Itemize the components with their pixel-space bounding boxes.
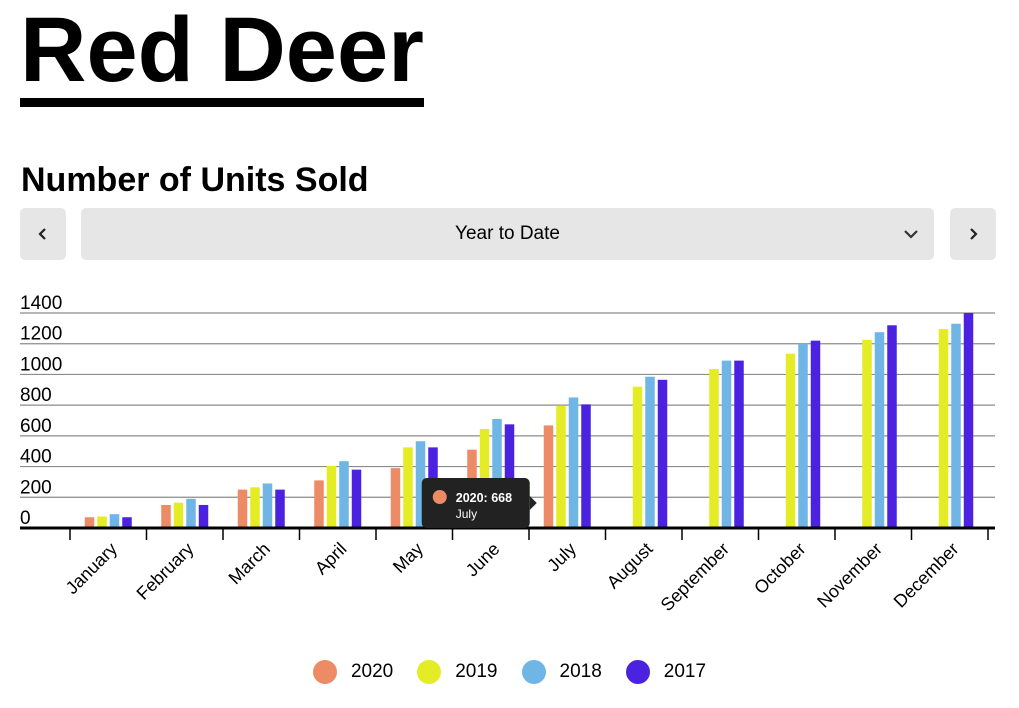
x-tick-label: February <box>133 539 198 604</box>
bar-2018-march <box>262 483 273 528</box>
tooltip-arrow <box>529 496 537 510</box>
bar-2018-may <box>415 441 426 528</box>
x-tick-label: October <box>750 539 809 598</box>
bar-2020-may <box>390 468 401 528</box>
tooltip-value: 2020: 668 <box>456 491 512 505</box>
bar-2017-march <box>275 489 285 528</box>
page-title: Red Deer <box>20 2 424 107</box>
legend-swatch-2018 <box>521 660 546 684</box>
bar-2019-july <box>556 405 566 528</box>
legend-label-2019: 2019 <box>455 661 498 682</box>
bar-2017-october <box>810 340 821 528</box>
bar-2019-april <box>326 465 337 528</box>
bar-2018-july <box>568 397 579 528</box>
bar-2020-july <box>543 425 554 528</box>
legend-label-2018: 2018 <box>559 661 602 682</box>
chart-legend: 2020 2019 2018 2017 <box>0 660 1019 684</box>
bar-2017-august <box>657 379 668 528</box>
bar-2020-february <box>161 504 171 528</box>
y-tick-label: 1200 <box>20 324 62 345</box>
bar-2019-may <box>403 447 413 528</box>
y-tick-label: 600 <box>20 416 52 437</box>
bar-2017-april <box>351 469 362 528</box>
bar-2019-february <box>173 502 184 528</box>
bar-2018-august <box>645 376 655 528</box>
page-title-text: Red Deer <box>20 2 424 107</box>
section-title: Number of Units Sold <box>21 161 369 199</box>
y-tick-label: 1000 <box>20 354 62 375</box>
bar-2017-february <box>198 504 209 528</box>
legend-item-2019[interactable]: 2019 <box>417 660 498 684</box>
bar-2017-september <box>734 360 744 528</box>
x-tick-label: June <box>462 539 504 581</box>
x-tick-label: January <box>62 539 121 598</box>
bar-2020-march <box>237 489 248 528</box>
x-tick-label: September <box>657 539 733 615</box>
previous-period-button[interactable] <box>20 208 66 260</box>
bar-2018-november <box>874 332 885 528</box>
y-tick-label: 1400 <box>20 293 62 314</box>
x-tick-label: August <box>603 539 657 593</box>
tooltip-swatch <box>432 490 447 504</box>
x-tick-label: November <box>813 539 886 612</box>
bar-2018-december <box>951 323 961 528</box>
x-tick-label: July <box>543 539 580 576</box>
bar-2019-november <box>862 339 872 528</box>
bar-2017-june <box>504 424 515 528</box>
units-sold-chart: 0 200 400 600 800 1000 1200 1400 January February… <box>20 293 995 615</box>
chevron-left-icon <box>38 228 46 240</box>
bar-2019-december <box>938 329 949 528</box>
legend-item-2018[interactable]: 2018 <box>521 660 602 684</box>
x-tick-label: March <box>225 539 275 589</box>
legend-item-2017[interactable]: 2017 <box>625 660 707 684</box>
x-tick-label: May <box>389 539 427 577</box>
legend-swatch-2017 <box>625 660 650 684</box>
legend-label-2020: 2020 <box>350 661 394 682</box>
bar-2019-january <box>97 516 107 528</box>
legend-label-2017: 2017 <box>663 661 707 682</box>
chevron-down-icon <box>904 230 918 239</box>
bar-2019-march <box>250 487 260 528</box>
x-tick-label: April <box>311 539 351 579</box>
x-tick-label: December <box>890 539 963 612</box>
bar-2017-december <box>963 313 974 528</box>
period-dropdown-label: Year to Date <box>455 223 560 244</box>
bar-2018-february <box>186 498 196 528</box>
y-tick-label: 0 <box>20 508 31 529</box>
bar-2019-october <box>785 353 796 528</box>
bar-2018-january <box>109 514 120 528</box>
bar-2018-april <box>339 461 349 528</box>
bar-2020-january <box>84 517 95 528</box>
next-period-button[interactable] <box>950 208 996 260</box>
bar-2017-july <box>581 404 591 528</box>
chevron-right-icon <box>970 228 978 240</box>
legend-item-2020[interactable]: 2020 <box>312 660 394 684</box>
bar-2017-january <box>122 517 132 528</box>
bar-2020-april <box>314 480 324 528</box>
bar-2018-october <box>798 343 808 528</box>
bar-2019-september <box>709 369 719 528</box>
y-tick-label: 800 <box>20 385 52 406</box>
legend-swatch-2020 <box>312 660 337 684</box>
y-tick-label: 400 <box>20 447 52 468</box>
bar-2018-june <box>492 418 502 528</box>
bar-2019-august <box>632 386 643 528</box>
bar-2017-november <box>887 325 897 528</box>
tooltip-box <box>421 478 530 528</box>
y-tick-label: 200 <box>20 477 52 498</box>
bar-2018-september <box>721 360 732 528</box>
legend-swatch-2019 <box>417 660 442 684</box>
tooltip-category: July <box>456 507 477 521</box>
period-dropdown[interactable]: Year to Date <box>81 208 934 260</box>
